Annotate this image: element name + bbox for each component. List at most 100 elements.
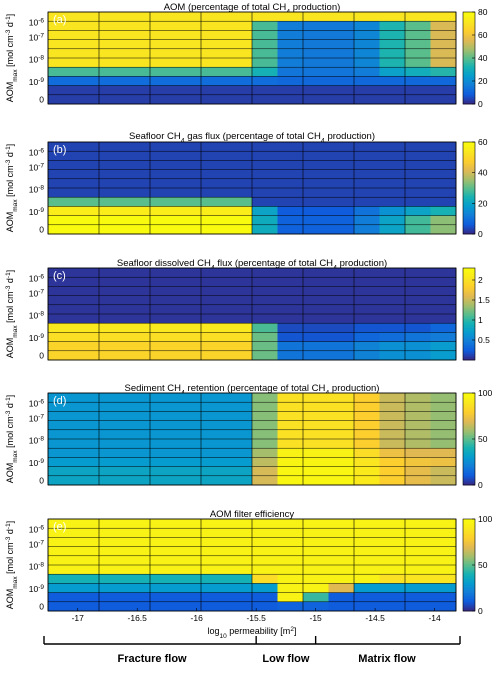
heatmap-cell bbox=[150, 546, 176, 557]
heatmap-cell bbox=[303, 411, 329, 421]
heatmap-cell bbox=[73, 601, 100, 612]
colorbar-step bbox=[463, 400, 475, 403]
colorbar-step bbox=[463, 577, 475, 580]
heatmap-cell bbox=[405, 323, 431, 333]
heatmap-cell bbox=[226, 67, 253, 77]
heatmap-cell bbox=[303, 286, 329, 296]
heatmap-cell bbox=[252, 448, 278, 458]
heatmap-cell bbox=[328, 537, 355, 547]
y-tick-label: 10-9 bbox=[29, 457, 45, 468]
colorbar: 0 50 100 bbox=[462, 514, 492, 616]
heatmap-cell bbox=[48, 48, 74, 59]
heatmap-cell bbox=[175, 76, 202, 86]
colorbar-step bbox=[463, 189, 475, 192]
heatmap-cell bbox=[430, 160, 457, 170]
heatmap-cell bbox=[48, 341, 74, 352]
colorbar-step bbox=[463, 520, 475, 523]
colorbar-step bbox=[463, 169, 475, 172]
heatmap-cell bbox=[201, 466, 227, 477]
heatmap-cell bbox=[405, 12, 431, 22]
heatmap-cell bbox=[379, 546, 406, 557]
heatmap-cell bbox=[405, 39, 431, 50]
colorbar-step bbox=[463, 19, 475, 22]
colorbar-step bbox=[463, 194, 475, 197]
ylabel-part: ] bbox=[5, 395, 15, 398]
heatmap-cell bbox=[405, 314, 431, 324]
heatmap-cell bbox=[48, 178, 74, 189]
heatmap-cell bbox=[303, 178, 329, 189]
heatmap-cell bbox=[73, 555, 100, 566]
colorbar-step bbox=[463, 62, 475, 65]
heatmap-cell bbox=[48, 12, 74, 22]
heatmap-cell bbox=[73, 142, 100, 152]
heatmap-cell bbox=[405, 393, 431, 403]
heatmap-cell bbox=[48, 215, 74, 226]
heatmap-cell bbox=[175, 546, 202, 557]
colorbar-step bbox=[463, 350, 475, 353]
heatmap-cell bbox=[405, 304, 431, 315]
heatmap-cell bbox=[354, 169, 380, 180]
heatmap-cell bbox=[150, 178, 176, 189]
heatmap-cell bbox=[354, 277, 380, 287]
heatmap-cell bbox=[73, 314, 100, 324]
heatmap-cell bbox=[430, 323, 457, 333]
heatmap-cell bbox=[150, 304, 176, 315]
ylabel-part: [mol cm bbox=[5, 542, 15, 576]
heatmap-cell bbox=[328, 188, 355, 198]
x-tick-label: -15 bbox=[309, 613, 322, 623]
y-tick-label: 10-6 bbox=[29, 147, 45, 158]
heatmap-cell bbox=[252, 601, 278, 612]
ylabel-part: -3 bbox=[5, 159, 12, 165]
heatmap-cell bbox=[124, 268, 151, 278]
ylabel-part: ] bbox=[5, 144, 15, 147]
colorbar-step bbox=[463, 581, 475, 584]
heatmap-cell bbox=[379, 475, 406, 486]
colorbar-step bbox=[463, 71, 475, 74]
heatmap-cell bbox=[303, 466, 329, 477]
heatmap-cell bbox=[354, 537, 380, 547]
colorbar-step bbox=[463, 186, 475, 189]
heatmap-cell bbox=[201, 457, 227, 467]
colorbar-step bbox=[463, 218, 475, 221]
colorbar-step bbox=[463, 157, 475, 160]
heatmap-cell bbox=[226, 169, 253, 180]
heatmap-cell bbox=[150, 583, 176, 593]
colorbar-step bbox=[463, 606, 475, 609]
heatmap-cell bbox=[379, 30, 406, 40]
heatmap-cell bbox=[303, 151, 329, 161]
colorbar-step bbox=[463, 298, 475, 301]
heatmap-cell bbox=[150, 393, 176, 403]
heatmap-cell bbox=[303, 332, 329, 342]
heatmap-cell bbox=[150, 323, 176, 333]
heatmap-cell bbox=[303, 268, 329, 278]
colorbar-step bbox=[463, 598, 475, 601]
heatmap-cell bbox=[175, 537, 202, 547]
colorbar-step bbox=[463, 594, 475, 597]
heatmap-cell bbox=[150, 528, 176, 538]
heatmap-cell bbox=[201, 439, 227, 449]
colorbar-step bbox=[463, 148, 475, 151]
colorbar-step bbox=[463, 557, 475, 560]
heatmap-cell bbox=[328, 574, 355, 584]
heatmap-cell bbox=[303, 546, 329, 557]
heatmap-cell bbox=[303, 592, 329, 603]
heatmap-cell bbox=[252, 188, 278, 198]
heatmap-cell bbox=[48, 555, 74, 566]
colorbar-step bbox=[463, 597, 475, 600]
ylabel-part: max bbox=[12, 199, 19, 212]
heatmap-cell bbox=[405, 160, 431, 170]
panel-0: AOM (percentage of total CH4 production)… bbox=[5, 2, 488, 109]
heatmap-cell bbox=[303, 420, 329, 431]
ylabel-part: [mol cm bbox=[5, 291, 15, 325]
colorbar-step bbox=[463, 168, 475, 170]
heatmap-cell bbox=[73, 475, 100, 486]
colorbar-step bbox=[463, 15, 475, 17]
heatmap-cell bbox=[73, 178, 100, 189]
heatmap-cell bbox=[48, 402, 74, 412]
heatmap-cell bbox=[252, 142, 278, 152]
heatmap-cell bbox=[99, 169, 125, 180]
colorbar-step bbox=[463, 522, 475, 524]
colorbar-step bbox=[463, 41, 475, 44]
heatmap-cell bbox=[150, 151, 176, 161]
heatmap-cell bbox=[99, 94, 125, 105]
